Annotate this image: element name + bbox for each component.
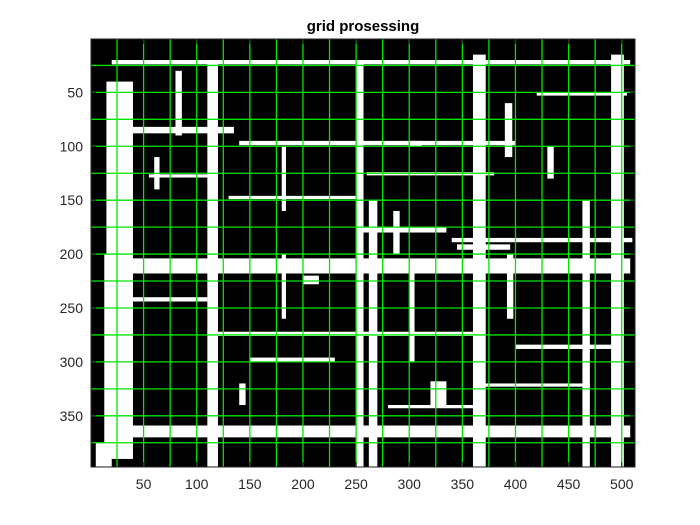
- y-tick-label-100: 100: [60, 138, 84, 154]
- y-tick-label-200: 200: [60, 246, 84, 262]
- y-tick-label-300: 300: [60, 354, 84, 370]
- white-region-19: [104, 254, 111, 459]
- x-tick-label-200: 200: [291, 476, 315, 492]
- white-region-34: [393, 210, 400, 255]
- white-region-36: [409, 140, 422, 147]
- image-area: [91, 39, 635, 467]
- white-region-20: [207, 60, 218, 467]
- white-region-23: [472, 54, 486, 467]
- white-region-31: [95, 442, 112, 467]
- white-region-4: [132, 126, 234, 134]
- white-region-39: [547, 146, 554, 179]
- white-region-6: [356, 227, 447, 233]
- white-region-18: [106, 81, 133, 459]
- x-tick-label-100: 100: [185, 476, 209, 492]
- x-tick-label-250: 250: [344, 476, 368, 492]
- white-region-33: [504, 103, 513, 158]
- white-region-38: [239, 383, 246, 406]
- grid-overlay: [91, 39, 635, 467]
- white-region-35: [302, 275, 319, 285]
- white-region-22: [368, 200, 378, 467]
- white-region-3: [207, 331, 473, 337]
- axes-box: [90, 38, 636, 468]
- y-tick-label-150: 150: [60, 192, 84, 208]
- white-region-21: [356, 60, 364, 467]
- white-region-16: [148, 174, 218, 178]
- white-region-9: [111, 297, 208, 302]
- x-tick-label-500: 500: [610, 476, 634, 492]
- white-region-7: [387, 405, 473, 409]
- y-tick-label-250: 250: [60, 300, 84, 316]
- white-region-15: [536, 92, 628, 96]
- y-tick-label-350: 350: [60, 408, 84, 424]
- x-tick-label-150: 150: [238, 476, 262, 492]
- white-region-25: [611, 54, 624, 467]
- white-region-2: [106, 425, 631, 438]
- white-region-30: [281, 146, 286, 211]
- white-region-27: [175, 70, 182, 136]
- white-region-26: [582, 200, 590, 467]
- white-region-24: [506, 254, 514, 319]
- white-region-28: [409, 264, 415, 362]
- white-region-0: [111, 60, 631, 65]
- white-region-8: [249, 357, 335, 362]
- x-tick-label-400: 400: [504, 476, 528, 492]
- white-region-11: [228, 195, 362, 200]
- x-tick-label-350: 350: [451, 476, 475, 492]
- x-tick-label-300: 300: [398, 476, 422, 492]
- axes: 50 100 150 200 250 300 350 400 450 500 50 100 150 200…: [60, 38, 636, 492]
- white-region-29: [281, 254, 286, 319]
- x-tick-label-450: 450: [557, 476, 581, 492]
- chart-title: grid prosessing: [307, 18, 420, 35]
- white-region-5: [239, 140, 516, 146]
- white-region-12: [478, 383, 590, 387]
- x-tick-label-50: 50: [136, 476, 152, 492]
- y-tick-label-50: 50: [67, 84, 83, 100]
- white-region-32: [430, 381, 447, 406]
